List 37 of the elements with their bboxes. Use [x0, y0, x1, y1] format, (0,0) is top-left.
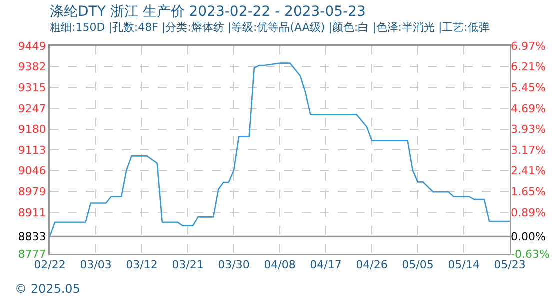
y2-tick-label: 2.41% [511, 164, 546, 178]
x-tick-label: 03/21 [172, 258, 204, 272]
y-tick-label: 8777 [18, 248, 46, 261]
chart-title: 涤纶DTY 浙江 生产价 2023-02-22 - 2023-05-23 [50, 3, 367, 21]
y2-tick-label: 0.89% [511, 206, 546, 220]
y2-tick-label: -0.63% [511, 248, 550, 261]
y-tick-label: 9046 [18, 164, 46, 178]
x-tick-label: 03/12 [126, 258, 158, 272]
y-tick-label: 8979 [18, 185, 46, 198]
y-tick-label: 9180 [18, 123, 46, 136]
y-tick-label: 9113 [18, 144, 46, 157]
y2-tick-label: 1.65% [511, 185, 546, 198]
x-tick-label: 05/23 [494, 258, 526, 272]
y2-tick-label: 6.97% [511, 40, 546, 53]
y-tick-label: 9449 [18, 40, 46, 53]
y2-tick-label: 0.00% [511, 230, 546, 244]
x-tick-label: 05/05 [402, 258, 434, 272]
text: © 2025.05 [15, 282, 80, 296]
y2-tick-label: 3.17% [511, 144, 546, 157]
y2-tick-label: 6.21% [511, 60, 546, 74]
x-tick-label: 02/22 [34, 258, 66, 272]
y2-tick-label: 4.69% [511, 102, 546, 116]
x-tick-label: 04/08 [264, 258, 296, 272]
y-tick-label: 8911 [18, 206, 46, 220]
chart-subtitle: 粗细:150D |孔数:48F |分类:熔体纺 |等级:优等品(AA级) |颜色:白 |色泽:半消光 |工艺:低弹 [50, 21, 491, 35]
x-tick-label: 04/26 [356, 258, 388, 272]
x-tick-label: 03/30 [218, 258, 250, 272]
y2-tick-label: 3.93% [511, 123, 546, 136]
x-tick-label: 05/14 [448, 258, 480, 272]
x-tick-label: 03/03 [80, 258, 112, 272]
y-tick-label: 9382 [18, 60, 46, 74]
x-tick-label: 04/17 [310, 258, 342, 272]
y-tick-label: 8833 [18, 230, 46, 244]
y-tick-label: 9247 [18, 102, 46, 116]
y2-tick-label: 5.45% [511, 81, 546, 94]
line-series [50, 62, 510, 238]
y-tick-label: 9315 [18, 81, 46, 94]
